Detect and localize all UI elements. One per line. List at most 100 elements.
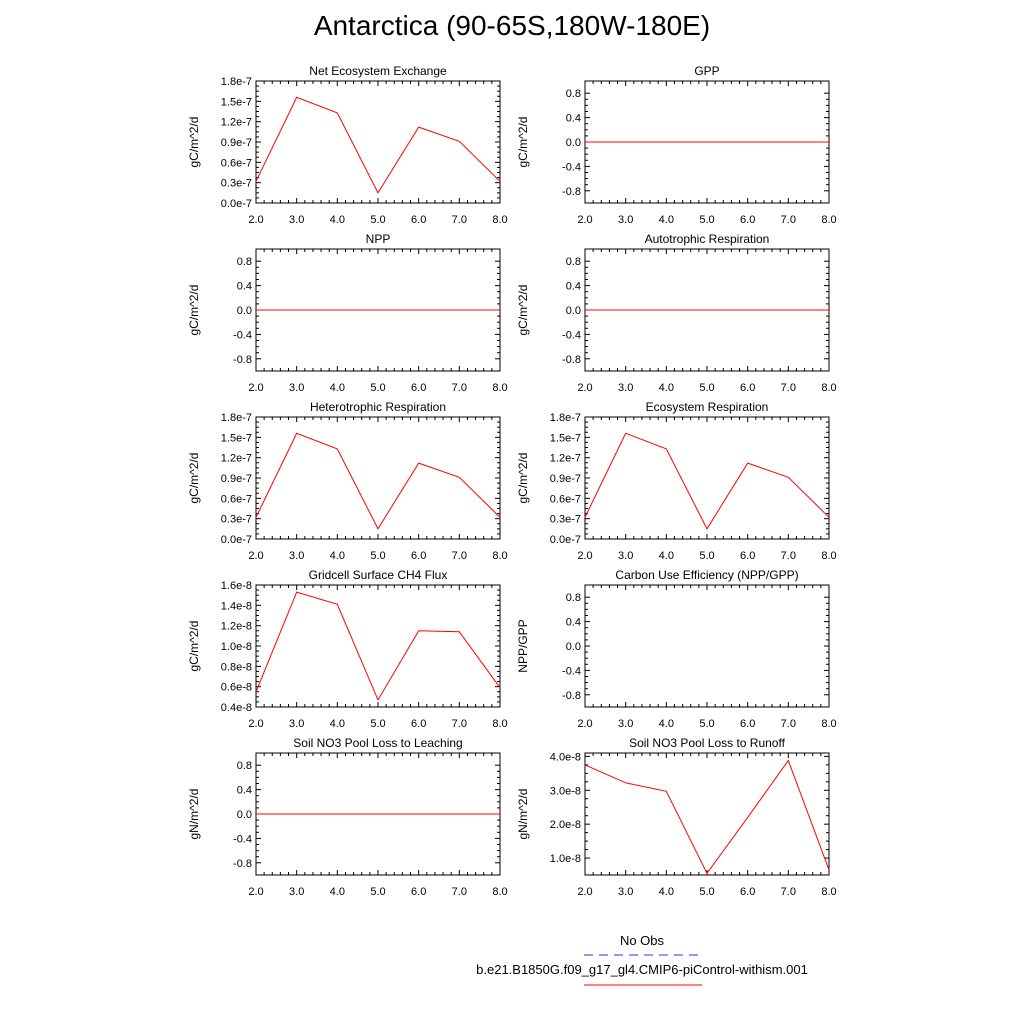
y-tick-label: 0.4: [237, 281, 252, 293]
x-tick-label: 5.0: [699, 718, 714, 730]
x-tick-label: 7.0: [452, 382, 467, 394]
y-tick-label: 0.0e-7: [550, 534, 581, 546]
y-tick-label: 0.0: [566, 641, 581, 653]
series-line: [584, 759, 830, 875]
subplot-8: Carbon Use Efficiency (NPP/GPP) 2.0 3.0 4.0…: [516, 568, 837, 730]
x-tick-label: 2.0: [248, 550, 263, 562]
subplot-10: Soil NO3 Pool Loss to Runoff 2.0 3.0 4.0 5.0…: [516, 736, 837, 898]
subplot-title: Soil NO3 Pool Loss to Runoff: [629, 736, 786, 750]
x-tick-label: 5.0: [699, 886, 714, 898]
y-tick-label: 1.5e-7: [221, 96, 252, 108]
x-tick-label: 3.0: [289, 382, 304, 394]
x-tick-label: 4.0: [659, 214, 674, 226]
x-tick-label: 8.0: [492, 382, 507, 394]
x-tick-label: 7.0: [781, 718, 796, 730]
x-tick-label: 8.0: [821, 550, 836, 562]
y-tick-label: 0.8: [566, 256, 581, 268]
subplot-title: Ecosystem Respiration: [646, 400, 769, 414]
x-tick-label: 8.0: [821, 886, 836, 898]
y-tick-label: 0.6e-7: [550, 493, 581, 505]
y-tick-label: 0.0: [237, 305, 252, 317]
x-tick-label: 6.0: [411, 550, 426, 562]
x-tick-label: 2.0: [577, 214, 592, 226]
x-tick-label: 6.0: [411, 886, 426, 898]
x-tick-label: 2.0: [248, 382, 263, 394]
y-tick-label: 0.8: [237, 760, 252, 772]
y-tick-label: -0.8: [233, 858, 252, 870]
x-tick-label: 3.0: [618, 214, 633, 226]
y-tick-label: -0.8: [562, 354, 581, 366]
series-line: [255, 96, 501, 194]
subplot-title: Heterotrophic Respiration: [310, 400, 446, 414]
x-tick-label: 4.0: [659, 382, 674, 394]
subplot-2: GPP 2.0 3.0 4.0 5.0 6.0 7.0 8.0 -0.8 -0.4 0.0 0.4 0.…: [516, 64, 837, 226]
y-tick-label: 0.0: [566, 305, 581, 317]
x-tick-label: 2.0: [577, 550, 592, 562]
y-tick-label: 0.8: [566, 592, 581, 604]
x-tick-label: 4.0: [330, 718, 345, 730]
x-tick-label: 8.0: [492, 718, 507, 730]
page-title: Antarctica (90-65S,180W-180E): [313, 10, 711, 41]
y-tick-label: 0.8e-8: [221, 661, 252, 673]
x-tick-label: 7.0: [781, 382, 796, 394]
x-tick-label: 6.0: [740, 214, 755, 226]
subplot-3: NPP 2.0 3.0 4.0 5.0 6.0 7.0 8.0 -0.8 -0.4 0.0 0.4 0.…: [187, 232, 508, 394]
x-tick-label: 7.0: [452, 718, 467, 730]
x-tick-label: 7.0: [781, 886, 796, 898]
subplot-9: Soil NO3 Pool Loss to Leaching 2.0 3.0 4.0 5…: [187, 736, 508, 898]
x-tick-label: 5.0: [699, 214, 714, 226]
y-axis-label: gC/m^2/d: [516, 285, 530, 336]
y-axis-label: gC/m^2/d: [187, 285, 201, 336]
x-tick-label: 4.0: [330, 886, 345, 898]
legend: No Obs b.e21.B1850G.f09_g17_gl4.CMIP6-piC…: [476, 933, 808, 986]
x-tick-label: 2.0: [577, 382, 592, 394]
y-tick-label: 1.5e-7: [550, 432, 581, 444]
y-tick-label: 0.6e-7: [221, 493, 252, 505]
y-axis-label: gC/m^2/d: [516, 453, 530, 504]
y-tick-label: 1.0e-8: [550, 853, 581, 865]
x-tick-label: 4.0: [330, 382, 345, 394]
y-tick-label: 2.0e-8: [550, 819, 581, 831]
x-tick-label: 6.0: [740, 550, 755, 562]
y-tick-label: 1.8e-7: [221, 412, 252, 424]
x-tick-label: 7.0: [452, 550, 467, 562]
y-axis-label: gC/m^2/d: [187, 117, 201, 168]
y-tick-label: 0.4: [237, 785, 252, 797]
x-tick-label: 3.0: [289, 886, 304, 898]
plot-frame: [255, 416, 501, 540]
x-tick-label: 5.0: [370, 550, 385, 562]
y-tick-label: 1.8e-7: [221, 76, 252, 88]
y-tick-label: 0.0e-7: [221, 534, 252, 546]
y-tick-label: 3.0e-8: [550, 785, 581, 797]
x-tick-label: 5.0: [699, 550, 714, 562]
y-tick-label: 0.9e-7: [221, 137, 252, 149]
series-line: [255, 432, 501, 530]
y-tick-label: 0.0e-7: [221, 198, 252, 210]
y-axis-label: gN/m^2/d: [187, 789, 201, 840]
y-tick-label: 1.2e-7: [221, 117, 252, 129]
y-axis-label: gC/m^2/d: [516, 117, 530, 168]
legend-label-obs: No Obs: [620, 933, 665, 948]
x-tick-label: 2.0: [577, 718, 592, 730]
x-tick-label: 2.0: [248, 214, 263, 226]
x-tick-label: 4.0: [659, 550, 674, 562]
x-tick-label: 4.0: [659, 718, 674, 730]
y-tick-label: 0.8: [237, 256, 252, 268]
y-tick-label: 1.2e-8: [221, 621, 252, 633]
y-tick-label: 0.0: [237, 809, 252, 821]
x-tick-label: 2.0: [248, 718, 263, 730]
subplot-title: Carbon Use Efficiency (NPP/GPP): [615, 568, 798, 582]
y-tick-label: 4.0e-8: [550, 751, 581, 763]
y-tick-label: 0.4: [566, 281, 581, 293]
subplot-title: NPP: [366, 232, 391, 246]
y-tick-label: 0.4: [566, 617, 581, 629]
x-tick-label: 6.0: [740, 382, 755, 394]
x-tick-label: 8.0: [492, 214, 507, 226]
series-line: [584, 432, 830, 530]
x-tick-label: 8.0: [821, 214, 836, 226]
y-tick-label: 1.0e-8: [221, 641, 252, 653]
x-tick-label: 5.0: [370, 886, 385, 898]
y-tick-label: 0.4e-8: [221, 702, 252, 714]
y-tick-label: 1.5e-7: [221, 432, 252, 444]
y-tick-label: 0.6e-7: [221, 157, 252, 169]
